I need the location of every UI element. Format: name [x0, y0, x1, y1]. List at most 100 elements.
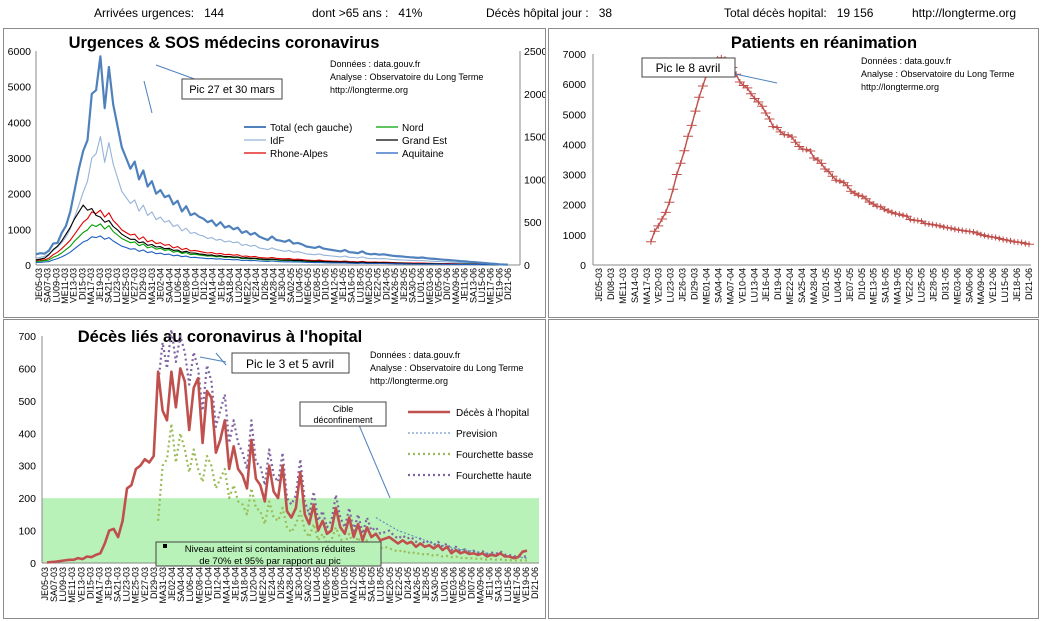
c1-y-tick-label: 3000 [563, 170, 587, 182]
c0-x-tick-label: VE10-04 [190, 268, 200, 303]
panel-reanimation: 0 1000 2000 3000 4000 5000 6000 7000 JE05-03 DI08… [548, 28, 1039, 318]
c0-annotation-pointer [143, 80, 153, 114]
c2-x-tick-label: ME22-04 [258, 567, 268, 604]
c1-x-tick-label: JE05-03 [594, 268, 604, 302]
c1-data-marker [671, 171, 682, 178]
c2-x-tick-label: MA28-04 [285, 567, 295, 604]
deaths-day-label: Décès hôpital jour : [486, 6, 589, 20]
c2-x-tick-label: LU15-06 [503, 567, 513, 602]
c1-x-tick-label: JE07-05 [845, 268, 855, 302]
c1-data-marker [679, 147, 690, 154]
c1-data-marker [790, 139, 801, 146]
c0-x-tick-label: DI26-04 [260, 268, 270, 300]
c0-x-tick-label: SA04-04 [164, 268, 174, 303]
c0-series-line-1 [35, 136, 508, 266]
c1-data-marker [771, 124, 782, 131]
c0-x-tick-label: MA31-03 [147, 268, 157, 305]
site-link[interactable]: http://longterme.org [912, 6, 1016, 20]
c2-x-tick-label: JE11-06 [485, 567, 495, 600]
c2-x-tick-label: MA31-03 [158, 567, 168, 604]
c1-y-tick-label: 2000 [563, 200, 587, 212]
c0-x-tick-label: JE30-04 [277, 268, 287, 302]
c1-x-tick-label: SA04-04 [713, 268, 723, 303]
c2-zone-marker [163, 544, 167, 548]
c1-data-marker [742, 84, 753, 91]
c1-y-tick-label: 5000 [563, 109, 587, 121]
c0-x-tick-label: JE05-03 [34, 268, 44, 302]
c0-right-y-tick-label: 1000 [524, 174, 545, 186]
panel-urgences: 0 1000 2000 3000 4000 5000 6000 0 500 1000 1500 200… [3, 28, 546, 318]
c0-series-line-4 [35, 204, 509, 266]
c0-x-tick-label: LU04-05 [295, 268, 305, 303]
c2-zone-box [155, 541, 382, 567]
c0-x-tick-label: ME20-05 [364, 268, 374, 305]
c2-series-line-3 [157, 328, 527, 558]
c2-annotation-pointer [199, 356, 227, 363]
c2-source-line3: http://longterme.org [370, 376, 448, 386]
c2-x-tick-label: LU06-04 [185, 567, 195, 602]
c2-x-tick-label: SA18-04 [240, 567, 250, 602]
c2-x-tick-label: ME08-04 [194, 567, 204, 604]
c0-annotation-pointer [155, 64, 201, 82]
c2-x-tick-label: JE14-05 [358, 567, 368, 601]
c2-zone-text-2: de 70% et 95% par rapport au pic [199, 556, 341, 567]
c0-x-tick-label: DI12-04 [199, 268, 209, 300]
c0-x-tick-label: DI15-03 [77, 268, 87, 300]
site-url[interactable]: http://longterme.org [912, 6, 1017, 20]
c1-data-marker [683, 133, 693, 140]
c0-x-tick-label: ME25-03 [121, 268, 131, 305]
c0-legend-label-4: Rhone-Alpes [270, 149, 328, 160]
c2-x-tick-label: VE13-03 [76, 567, 86, 602]
c0-x-tick-label: MA14-04 [208, 268, 218, 305]
chart-urgences: 0 1000 2000 3000 4000 5000 6000 0 500 1000 1500 200… [8, 34, 545, 305]
c1-x-tick-label: MA09-06 [976, 268, 986, 305]
c1-x-tick-label: DI10-05 [857, 268, 867, 300]
c2-x-tick-label: VE22-05 [394, 567, 404, 602]
c1-x-tick-label: DI31-05 [940, 268, 950, 300]
c1-data-marker [1024, 241, 1034, 248]
panel-empty [548, 319, 1039, 619]
c2-x-tick-label: JE28-05 [421, 567, 431, 601]
c0-legend-label-1: Nord [402, 123, 424, 134]
c0-x-tick-label: SA02-05 [286, 268, 296, 303]
c1-x-tick-label: VE01-05 [821, 268, 831, 303]
total-deaths-label: Total décès hopital: [724, 6, 827, 20]
c0-left-y-tick-label: 0 [25, 260, 31, 272]
c0-x-tick-label: JE14-05 [338, 268, 348, 302]
c1-y-tick-label: 6000 [563, 79, 587, 91]
c0-right-y-tick-label: 2500 [524, 46, 545, 58]
c2-x-tick-label: SA07-03 [49, 567, 59, 602]
c2-legend-label-3: Fourchette haute [456, 471, 532, 482]
c0-x-tick-label: SA21-03 [104, 268, 114, 303]
c0-x-tick-label: MA09-06 [451, 268, 461, 305]
c1-x-tick-label: DI21-06 [1024, 268, 1034, 300]
c2-x-tick-label: DI29-03 [149, 567, 159, 599]
c2-x-tick-label: VE19-06 [521, 567, 531, 602]
c2-y-tick-label: 0 [30, 558, 36, 570]
c1-data-marker [668, 186, 679, 193]
c1-x-tick-label: ME01-04 [702, 268, 712, 305]
c0-x-tick-label: JE16-04 [216, 268, 226, 302]
c1-data-marker [664, 199, 675, 206]
c0-x-tick-label: VE22-05 [373, 268, 383, 303]
c0-x-tick-label: JE02-04 [156, 268, 166, 302]
c1-x-tick-label: SA14-03 [630, 268, 640, 303]
c1-x-tick-label: LU25-05 [917, 268, 927, 303]
c1-x-tick-label: LU15-06 [1000, 268, 1010, 303]
total-deaths-stat: Total décès hopital: 19 156 [724, 6, 873, 20]
c2-x-tick-label: MA26-05 [412, 567, 422, 604]
arrivals-label: Arrivées urgences: [94, 6, 195, 20]
c1-data-marker [823, 168, 834, 175]
c0-right-y-tick-label: 500 [524, 217, 542, 229]
c2-x-tick-label: VE05-06 [457, 567, 467, 602]
c2-x-tick-label: VE24-04 [267, 567, 277, 602]
c1-x-tick-label: LU23-03 [666, 268, 676, 303]
c2-x-tick-label: DI26-04 [276, 567, 286, 599]
c0-x-tick-label: MA12-05 [329, 268, 339, 305]
c2-x-tick-label: ME11-03 [67, 567, 77, 603]
c1-data-marker [746, 90, 756, 97]
c1-source-line1: Données : data.gouv.fr [861, 56, 951, 66]
c1-data-marker [734, 79, 745, 85]
c0-x-tick-label: SA18-04 [225, 268, 235, 303]
c2-y-tick-label: 500 [18, 396, 36, 408]
